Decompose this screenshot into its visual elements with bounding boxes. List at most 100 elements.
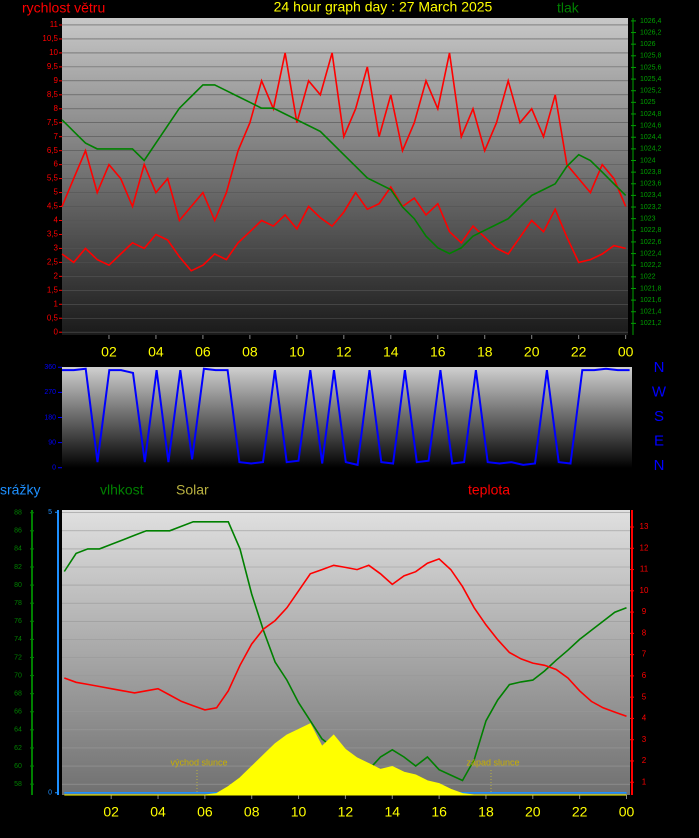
y-tick-label: 88 [14,510,22,517]
y-tick-label: 84 [14,546,22,553]
y-tick-label: 1024,8 [640,111,662,118]
y2-axis-label: tlak [557,0,580,16]
x-tick-label: 16 [430,344,446,360]
legend-label: teplota [468,482,510,498]
x-tick-label: 22 [572,804,588,820]
y-tick-label: 86 [14,528,22,535]
y-tick-label: 1026,2 [640,29,662,36]
y-tick-label: 9 [54,76,59,85]
y-tick-label: 11 [50,20,59,29]
y-tick-label: 1022,6 [640,239,662,246]
y-tick-label: 180 [44,414,56,421]
y-tick-label: 0 [54,327,59,336]
y-tick-label: 1024,2 [640,146,662,153]
y-tick-label: 7,5 [47,118,59,127]
y-tick-label: 5 [48,509,52,516]
y-tick-label: 3,5 [47,230,59,239]
y-tick-label: 1022,2 [640,262,662,269]
plot-area [62,18,628,335]
y-tick-label: 8,5 [47,90,59,99]
y-tick-label: 2,5 [47,257,59,266]
y-tick-label: 1025 [640,99,656,106]
legend-label: Solar [176,482,209,498]
compass-label: S [654,408,664,425]
y-tick-label: 11 [640,565,649,574]
compass-label: N [654,359,665,376]
y-tick-label: 1026 [640,41,656,48]
x-tick-label: 02 [101,344,117,360]
y-tick-label: 4 [642,714,647,723]
compass-label: N [654,457,665,474]
y-tick-label: 70 [14,672,22,679]
y-tick-label: 1023,8 [640,169,662,176]
x-tick-label: 18 [477,344,493,360]
area [64,723,627,796]
line [62,367,630,467]
chart-title: 24 hour graph day : 27 March 2025 [274,0,493,15]
y-tick-label: 1024,6 [640,122,662,129]
y-tick-label: 8 [642,628,647,637]
y-tick-label: 1021,4 [640,309,662,316]
y-tick-label: 8 [54,104,59,113]
y-tick-label: 1021,8 [640,285,662,292]
y-tick-label: 58 [14,781,22,788]
x-tick-label: 04 [148,344,164,360]
x-tick-label: 22 [571,344,587,360]
y-tick-label: 5,5 [47,174,59,183]
y-tick-label: 360 [44,364,56,371]
y-tick-label: 90 [48,439,56,446]
y-tick-label: 1022,8 [640,227,662,234]
y-tick-label: 270 [44,389,56,396]
y-tick-label: 1025,6 [640,64,662,71]
x-tick-label: 14 [383,344,399,360]
y-tick-label: 66 [14,709,22,716]
x-tick-label: 14 [384,804,400,820]
x-tick-label: 10 [291,804,307,820]
y-tick-label: 13 [640,522,649,531]
legend-label: srážky [0,482,40,498]
x-tick-label: 00 [618,344,634,360]
annotation: západ slunce [466,757,519,767]
y-tick-label: 1021,2 [640,320,662,327]
y-tick-label: 64 [14,727,22,734]
y-tick-label: 4,5 [47,202,59,211]
y-tick-label: 2 [642,756,647,765]
x-tick-label: 08 [242,344,258,360]
y-tick-label: 1024 [640,157,656,164]
y-tick-label: 0,5 [47,313,59,322]
y-tick-label: 1023,4 [640,192,662,199]
x-tick-label: 06 [195,344,211,360]
y-tick-label: 5 [54,188,59,197]
y-tick-label: 1023,6 [640,181,662,188]
y-tick-label: 0 [48,790,52,797]
plot-area [62,510,630,795]
x-tick-label: 08 [244,804,260,820]
line [64,557,627,718]
y-tick-label: 7 [54,132,59,141]
y-tick-label: 1021,6 [640,297,662,304]
y-tick-label: 4 [54,216,59,225]
x-tick-label: 10 [289,344,305,360]
x-tick-label: 12 [338,804,354,820]
compass-label: W [652,383,667,400]
x-tick-label: 02 [103,804,119,820]
y-tick-label: 1022 [640,274,656,281]
plot-area [62,367,632,468]
y-tick-label: 82 [14,564,22,571]
y-tick-label: 62 [14,745,22,752]
y-tick-label: 1026,4 [640,18,662,25]
x-tick-label: 06 [197,804,213,820]
y-tick-label: 10,5 [42,34,58,43]
y-tick-label: 1 [54,299,59,308]
x-tick-label: 20 [525,804,541,820]
legend-label: vlhkost [100,482,144,498]
y-tick-label: 76 [14,618,22,625]
y-tick-label: 7 [642,650,647,659]
y-tick-label: 10 [640,586,649,595]
y-tick-label: 1025,4 [640,76,662,83]
y-tick-label: 6 [642,671,647,680]
y-tick-label: 72 [14,654,22,661]
y-tick-label: 3 [54,244,59,253]
